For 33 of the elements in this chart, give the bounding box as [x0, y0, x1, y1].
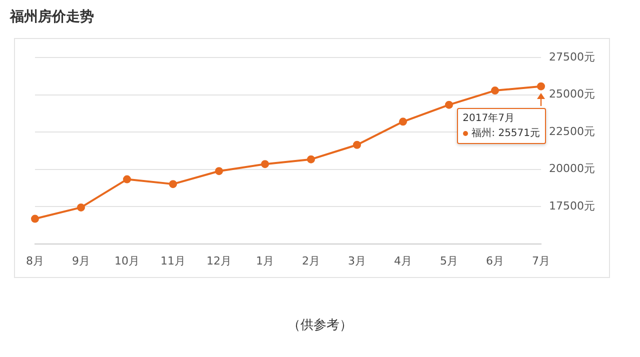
point — [169, 180, 177, 188]
x-tick-label: 2月 — [302, 254, 320, 268]
x-tick-label: 3月 — [348, 254, 366, 268]
x-tick-label: 7月 — [532, 254, 550, 268]
point — [307, 155, 316, 164]
x-tick-label: 4月 — [394, 254, 412, 268]
annotation: 福州: 25571元 — [470, 126, 540, 142]
point — [77, 203, 85, 212]
y-tick-label: 20000元 — [549, 162, 596, 176]
chart-title: 福州房价走势 — [10, 8, 95, 26]
point — [399, 118, 408, 126]
x-tick-label: 9月 — [72, 254, 90, 268]
point — [491, 86, 500, 95]
x-tick-label: 5月 — [440, 254, 458, 268]
annotation: 2017年7月 — [462, 112, 516, 126]
point — [215, 167, 224, 176]
point — [31, 214, 39, 223]
x-tick-label: 11月 — [160, 254, 186, 268]
y-tick-label: 17500元 — [549, 199, 596, 212]
x-tick-label: 1月 — [256, 254, 274, 268]
point — [261, 160, 270, 168]
x-tick-label: 10月 — [114, 254, 140, 268]
y-tick-label: 25000元 — [549, 88, 596, 101]
text: （供参考） — [286, 317, 354, 334]
y-tick-label: 27500元 — [549, 50, 596, 64]
x-tick-label: 12月 — [206, 254, 232, 268]
point — [353, 140, 362, 149]
x-tick-label: 6月 — [486, 254, 504, 268]
point — [123, 175, 131, 184]
point — [537, 82, 546, 90]
point — [445, 100, 454, 109]
y-tick-label: 22500元 — [549, 124, 596, 138]
x-tick-label: 8月 — [26, 254, 44, 268]
